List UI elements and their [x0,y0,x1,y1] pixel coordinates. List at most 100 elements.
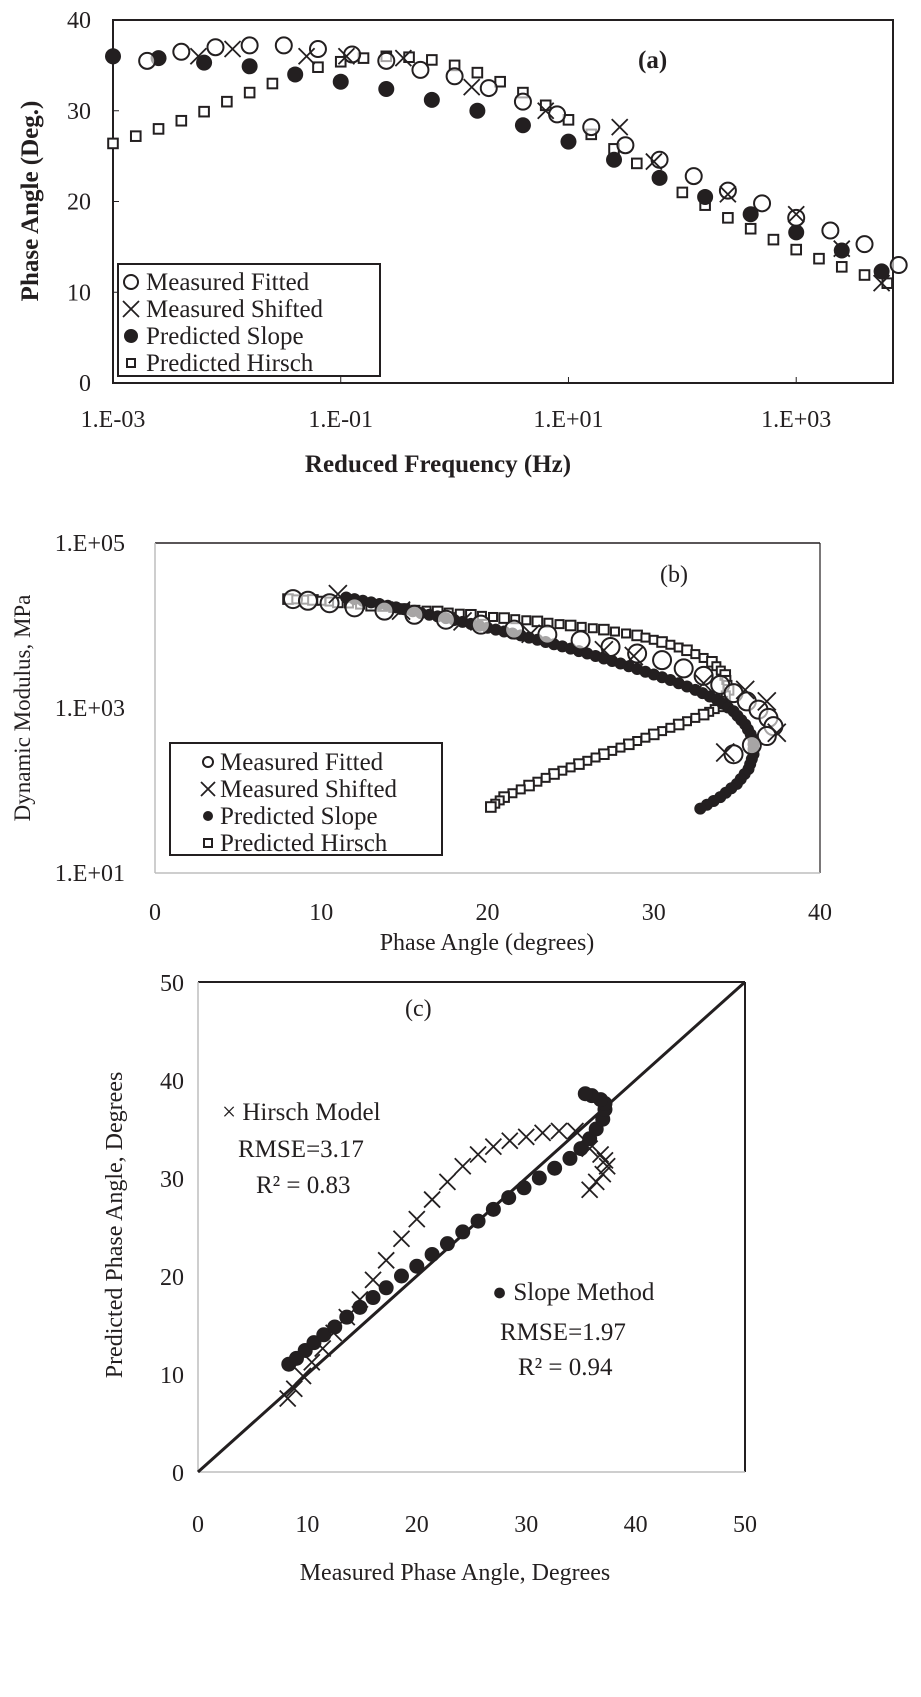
cross-marker [189,47,208,65]
y-tick-label: 1.E+05 [55,531,125,557]
cross-marker [715,742,735,763]
cross-marker [598,1157,616,1175]
x-tick-label: 40 [808,900,832,926]
open-square-marker [609,626,620,637]
y-tick-label: 0 [172,1461,184,1487]
y-tick-label: 0 [79,371,91,397]
x-axis-ticks-c: 0 10 20 30 40 50 [192,1512,757,1538]
cross-marker [521,624,541,644]
open-circle-marker [206,38,225,57]
open-circle-marker [377,51,396,70]
open-square-marker [175,114,188,127]
cross-marker [408,1210,426,1228]
y-tick-label: 40 [67,8,91,34]
cross-marker [328,584,348,604]
open-circle-marker [537,624,558,645]
cross-marker [719,185,737,203]
filled-circle-marker [788,224,805,241]
open-square-marker [835,261,848,273]
y-tick-label: 20 [160,1265,184,1291]
cross-marker [438,1173,457,1191]
panel-label-a: (a) [638,47,667,74]
cross-marker [364,1271,382,1289]
open-square-marker [426,54,438,66]
open-square-marker [498,612,510,624]
legend-item-label: Predicted Hirsch [146,350,314,377]
open-square-marker [198,105,210,118]
open-square-marker [540,772,551,783]
open-square-marker [587,623,598,634]
legend-item-label: Predicted Hirsch [220,830,388,857]
legend-item-label: Predicted Slope [220,803,378,830]
legend-item-label: Measured Shifted [220,776,398,803]
cross-marker [566,1122,585,1140]
cross-marker [392,1230,411,1248]
annotation-text: RMSE=1.97 [500,1319,626,1346]
open-square-marker [471,66,484,79]
x-tick-label: 20 [405,1512,429,1538]
filled-circle-marker [455,1224,471,1240]
cross-marker [394,49,413,67]
open-square-marker [521,615,532,626]
open-circle-marker [718,181,737,200]
cross-marker [581,1181,599,1199]
y-axis-ticks-b: 1.E+01 1.E+03 1.E+05 [55,531,125,887]
filled-circle-marker [365,1290,381,1306]
cross-marker [537,102,555,120]
open-circle-marker [756,726,777,747]
open-circle-marker [344,597,365,618]
open-circle-marker [374,600,395,621]
cross-marker [757,691,777,712]
open-square-marker [858,269,871,281]
annotation-text: × Hirsch Model [222,1099,381,1126]
open-square-marker [539,99,552,112]
open-circle-marker [684,167,703,186]
filled-circle-marker [547,1160,563,1176]
open-circle-marker [582,118,601,137]
open-square-marker [312,61,324,73]
x-axis-ticks-b: 0 10 20 30 40 [149,900,832,926]
open-square-marker [813,252,825,265]
open-square-marker [152,123,165,135]
y-tick-label: 1.E+03 [55,696,125,722]
y-axis-title-b: Dynamic Modulus, MPa [10,595,35,822]
cross-marker [767,723,787,743]
open-square-marker [129,130,142,142]
cross-marker [294,1367,312,1385]
cross-marker [279,1389,297,1408]
open-square-marker [203,838,213,848]
series-group-c [279,1086,616,1408]
series-group-b [282,584,787,815]
open-circle-marker [889,256,908,275]
cross-marker [285,1380,303,1398]
open-square-marker [564,619,577,632]
cross-marker [452,611,473,632]
open-circle-marker [123,274,139,290]
cross-marker [787,205,805,223]
open-circle-marker [202,756,214,768]
filled-circle-marker [697,188,714,205]
y-tick-label: 30 [67,99,91,125]
y-axis-ticks-c: 0 10 20 30 40 50 [160,971,184,1487]
filled-circle-marker [352,1299,368,1315]
open-square-marker [767,233,780,246]
cross-marker [391,601,411,621]
cross-marker [645,152,663,171]
legend-item-label: Measured Fitted [220,749,384,776]
open-square-marker [126,358,136,368]
open-circle-marker [548,105,567,124]
filled-circle-marker [694,802,707,815]
annotation-text: R² = 0.94 [518,1354,613,1381]
x-axis-title-b: Phase Angle (degrees) [380,930,595,956]
open-square-marker [590,752,601,763]
x-tick-label: 20 [476,900,500,926]
x-tick-label: 30 [514,1512,538,1538]
cross-marker [735,680,755,700]
open-square-marker [665,722,676,733]
open-circle-marker [343,45,362,64]
cross-marker [122,300,140,318]
filled-circle-marker [378,80,395,97]
open-circle-marker [445,67,464,86]
annotation-text: ● Slope Method [492,1279,655,1306]
